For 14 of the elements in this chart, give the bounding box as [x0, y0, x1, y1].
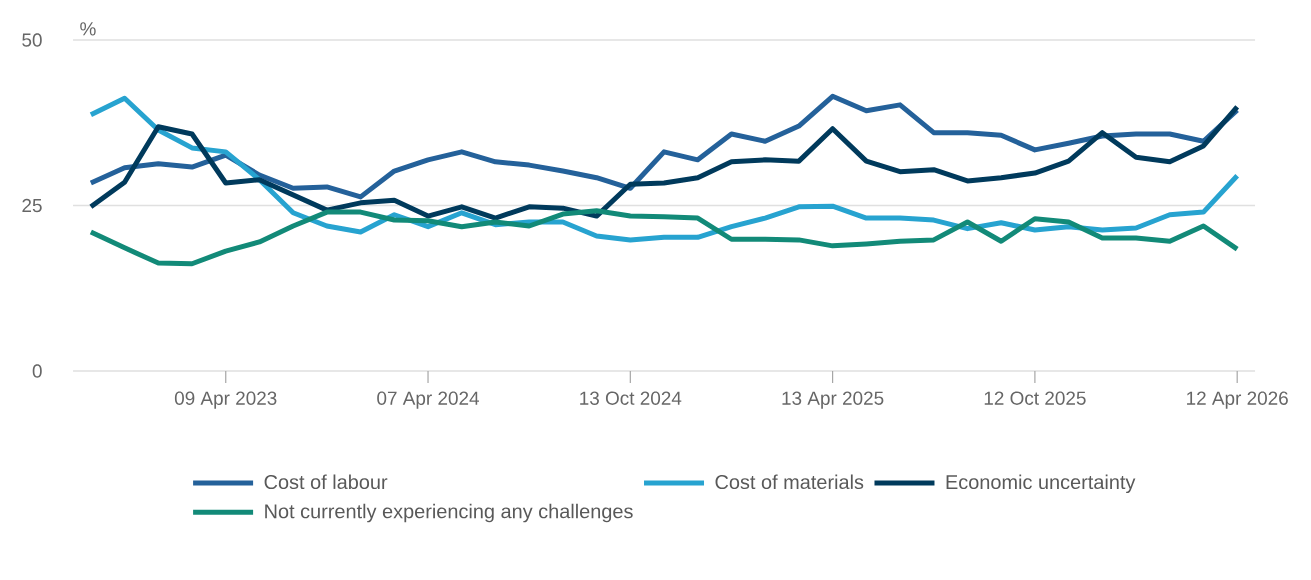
legend-label: Not currently experiencing any challenges	[265, 503, 633, 523]
y-tick-label: 25	[22, 198, 42, 213]
legend-label: Economic uncertainty	[946, 474, 1136, 494]
x-tick-label: 13 Oct 2024	[580, 391, 682, 405]
y-axis-title: %	[80, 22, 96, 36]
x-tick-label: 07 Apr 2024	[377, 391, 480, 409]
legend-label: Cost of labour	[264, 474, 388, 490]
legend-label: Cost of materials	[715, 474, 864, 490]
y-tick-label: 50	[22, 33, 42, 47]
x-tick-label: 09 Apr 2023	[174, 391, 277, 409]
x-tick-label: 12 Apr 2026	[1187, 391, 1288, 409]
y-tick-label: 0	[32, 364, 42, 378]
x-tick-label: 13 Apr 2025	[782, 391, 884, 409]
x-tick-label: 12 Oct 2025	[984, 391, 1086, 405]
